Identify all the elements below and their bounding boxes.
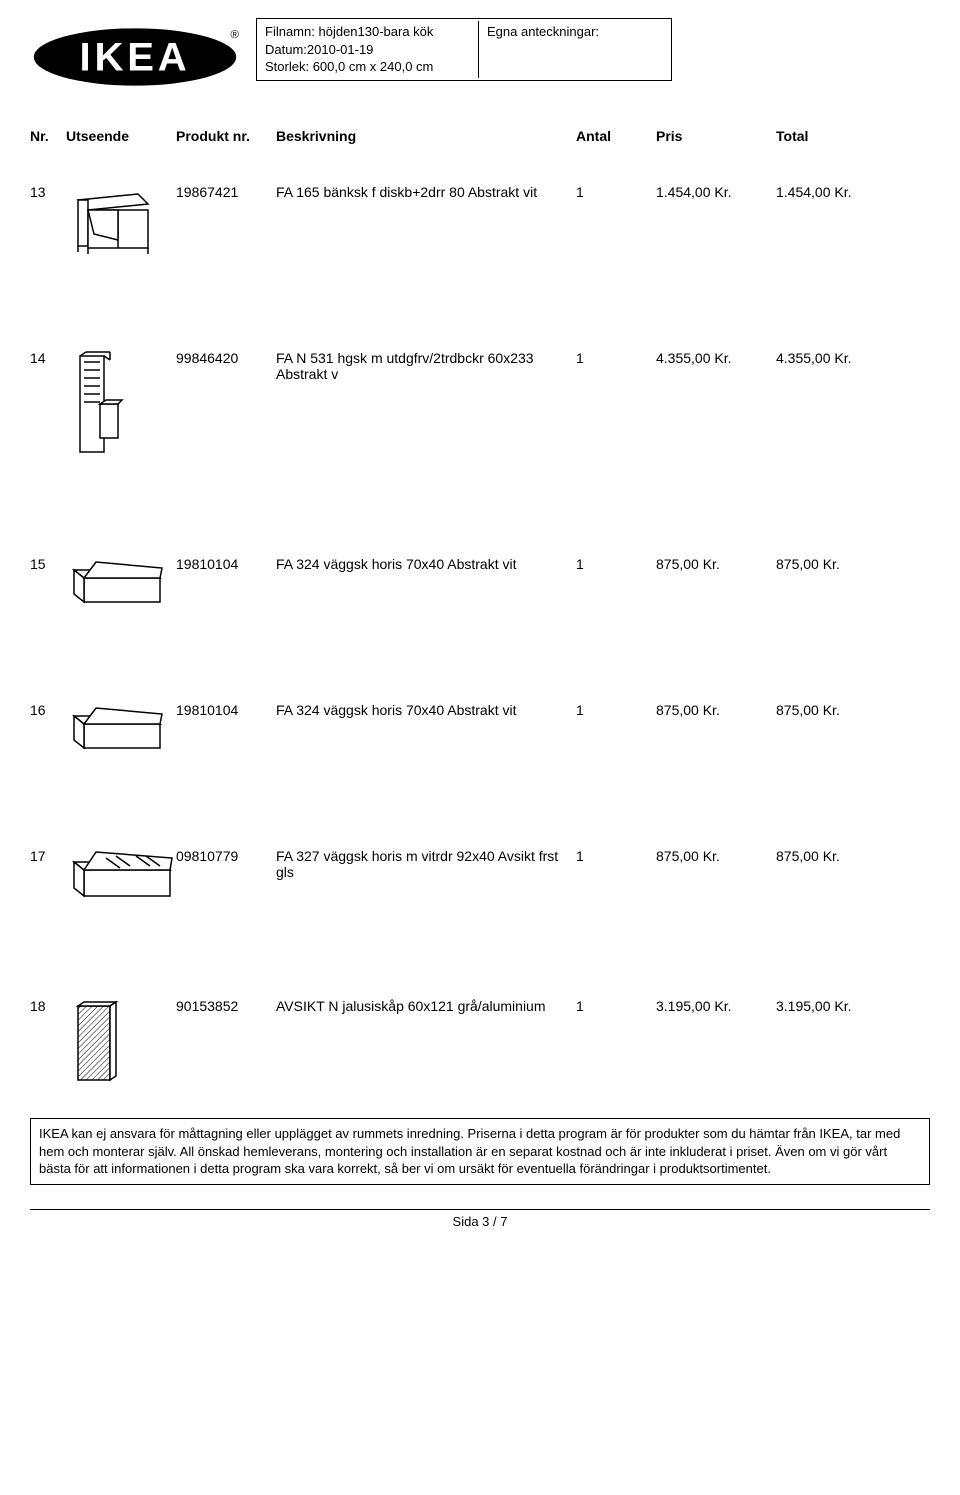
item-pris: 875,00 Kr. xyxy=(656,702,776,718)
col-antal: Antal xyxy=(576,128,656,144)
roller-cabinet-icon xyxy=(66,998,176,1088)
item-nr: 16 xyxy=(30,702,66,718)
item-beskrivning: FA N 531 hgsk m utdgfrv/2trdbckr 60x233 … xyxy=(276,350,576,382)
item-nr: 14 xyxy=(30,350,66,366)
item-pris: 3.195,00 Kr. xyxy=(656,998,776,1014)
item-beskrivning: FA 324 väggsk horis 70x40 Abstrakt vit xyxy=(276,556,576,572)
col-produkt-nr: Produkt nr. xyxy=(176,128,276,144)
item-antal: 1 xyxy=(576,998,656,1014)
item-produkt-nr: 19810104 xyxy=(176,702,276,718)
item-nr: 15 xyxy=(30,556,66,572)
date-value: 2010-01-19 xyxy=(307,42,374,57)
svg-text:®: ® xyxy=(230,29,239,41)
wall-cabinet-horiz-icon xyxy=(66,702,176,752)
filename-label: Filnamn: xyxy=(265,24,315,39)
ikea-logo: IKEA ® xyxy=(30,18,240,88)
col-nr: Nr. xyxy=(30,128,66,144)
item-antal: 1 xyxy=(576,184,656,200)
item-pris: 1.454,00 Kr. xyxy=(656,184,776,200)
item-row: 18 90153852 AVSIKT N jalusiskåp 60x121 g… xyxy=(30,998,930,1088)
page-footer: Sida 3 / 7 xyxy=(30,1209,930,1229)
item-nr: 17 xyxy=(30,848,66,864)
item-pris: 875,00 Kr. xyxy=(656,556,776,572)
col-total: Total xyxy=(776,128,896,144)
item-beskrivning: FA 327 väggsk horis m vitrdr 92x40 Avsik… xyxy=(276,848,576,880)
item-antal: 1 xyxy=(576,702,656,718)
item-row: 14 99846420 FA N 531 hgsk m utdgfrv/2trd… xyxy=(30,350,930,460)
notes-label: Egna anteckningar: xyxy=(487,24,599,39)
item-row: 16 19810104 FA 324 väggsk horis 70x40 Ab… xyxy=(30,702,930,752)
item-nr: 13 xyxy=(30,184,66,200)
item-pris: 875,00 Kr. xyxy=(656,848,776,864)
item-total: 3.195,00 Kr. xyxy=(776,998,896,1014)
item-antal: 1 xyxy=(576,350,656,366)
filename-value: höjden130-bara kök xyxy=(318,24,433,39)
item-total: 1.454,00 Kr. xyxy=(776,184,896,200)
wall-cabinet-horiz-icon xyxy=(66,556,176,606)
date-label: Datum: xyxy=(265,42,307,57)
item-total: 875,00 Kr. xyxy=(776,848,896,864)
svg-text:IKEA: IKEA xyxy=(79,35,190,79)
item-row: 15 19810104 FA 324 väggsk horis 70x40 Ab… xyxy=(30,556,930,606)
item-produkt-nr: 90153852 xyxy=(176,998,276,1014)
col-pris: Pris xyxy=(656,128,776,144)
item-total: 875,00 Kr. xyxy=(776,702,896,718)
size-label: Storlek: xyxy=(265,59,309,74)
item-total: 875,00 Kr. xyxy=(776,556,896,572)
tall-cabinet-icon xyxy=(66,350,176,460)
disclaimer-box: IKEA kan ej ansvara för måttagning eller… xyxy=(30,1118,930,1185)
item-row: 13 19867421 FA 165 bänksk f diskb+2drr 8… xyxy=(30,184,930,254)
header: IKEA ® Filnamn: höjden130-bara kök Datum… xyxy=(30,18,930,88)
col-utseende: Utseende xyxy=(66,128,176,144)
item-antal: 1 xyxy=(576,556,656,572)
wall-cabinet-glass-icon xyxy=(66,848,176,902)
item-beskrivning: FA 324 väggsk horis 70x40 Abstrakt vit xyxy=(276,702,576,718)
item-beskrivning: FA 165 bänksk f diskb+2drr 80 Abstrakt v… xyxy=(276,184,576,200)
item-pris: 4.355,00 Kr. xyxy=(656,350,776,366)
size-value: 600,0 cm x 240,0 cm xyxy=(313,59,434,74)
item-total: 4.355,00 Kr. xyxy=(776,350,896,366)
item-row: 17 09810779 FA 327 väggsk horis m vitrdr… xyxy=(30,848,930,902)
item-produkt-nr: 19810104 xyxy=(176,556,276,572)
item-nr: 18 xyxy=(30,998,66,1014)
item-beskrivning: AVSIKT N jalusiskåp 60x121 grå/aluminium xyxy=(276,998,576,1014)
item-produkt-nr: 99846420 xyxy=(176,350,276,366)
col-beskrivning: Beskrivning xyxy=(276,128,576,144)
item-antal: 1 xyxy=(576,848,656,864)
item-produkt-nr: 19867421 xyxy=(176,184,276,200)
column-headers: Nr. Utseende Produkt nr. Beskrivning Ant… xyxy=(30,128,930,144)
item-produkt-nr: 09810779 xyxy=(176,848,276,864)
cabinet-2door-icon xyxy=(66,184,176,254)
meta-info-box: Filnamn: höjden130-bara kök Datum:2010-0… xyxy=(256,18,672,81)
